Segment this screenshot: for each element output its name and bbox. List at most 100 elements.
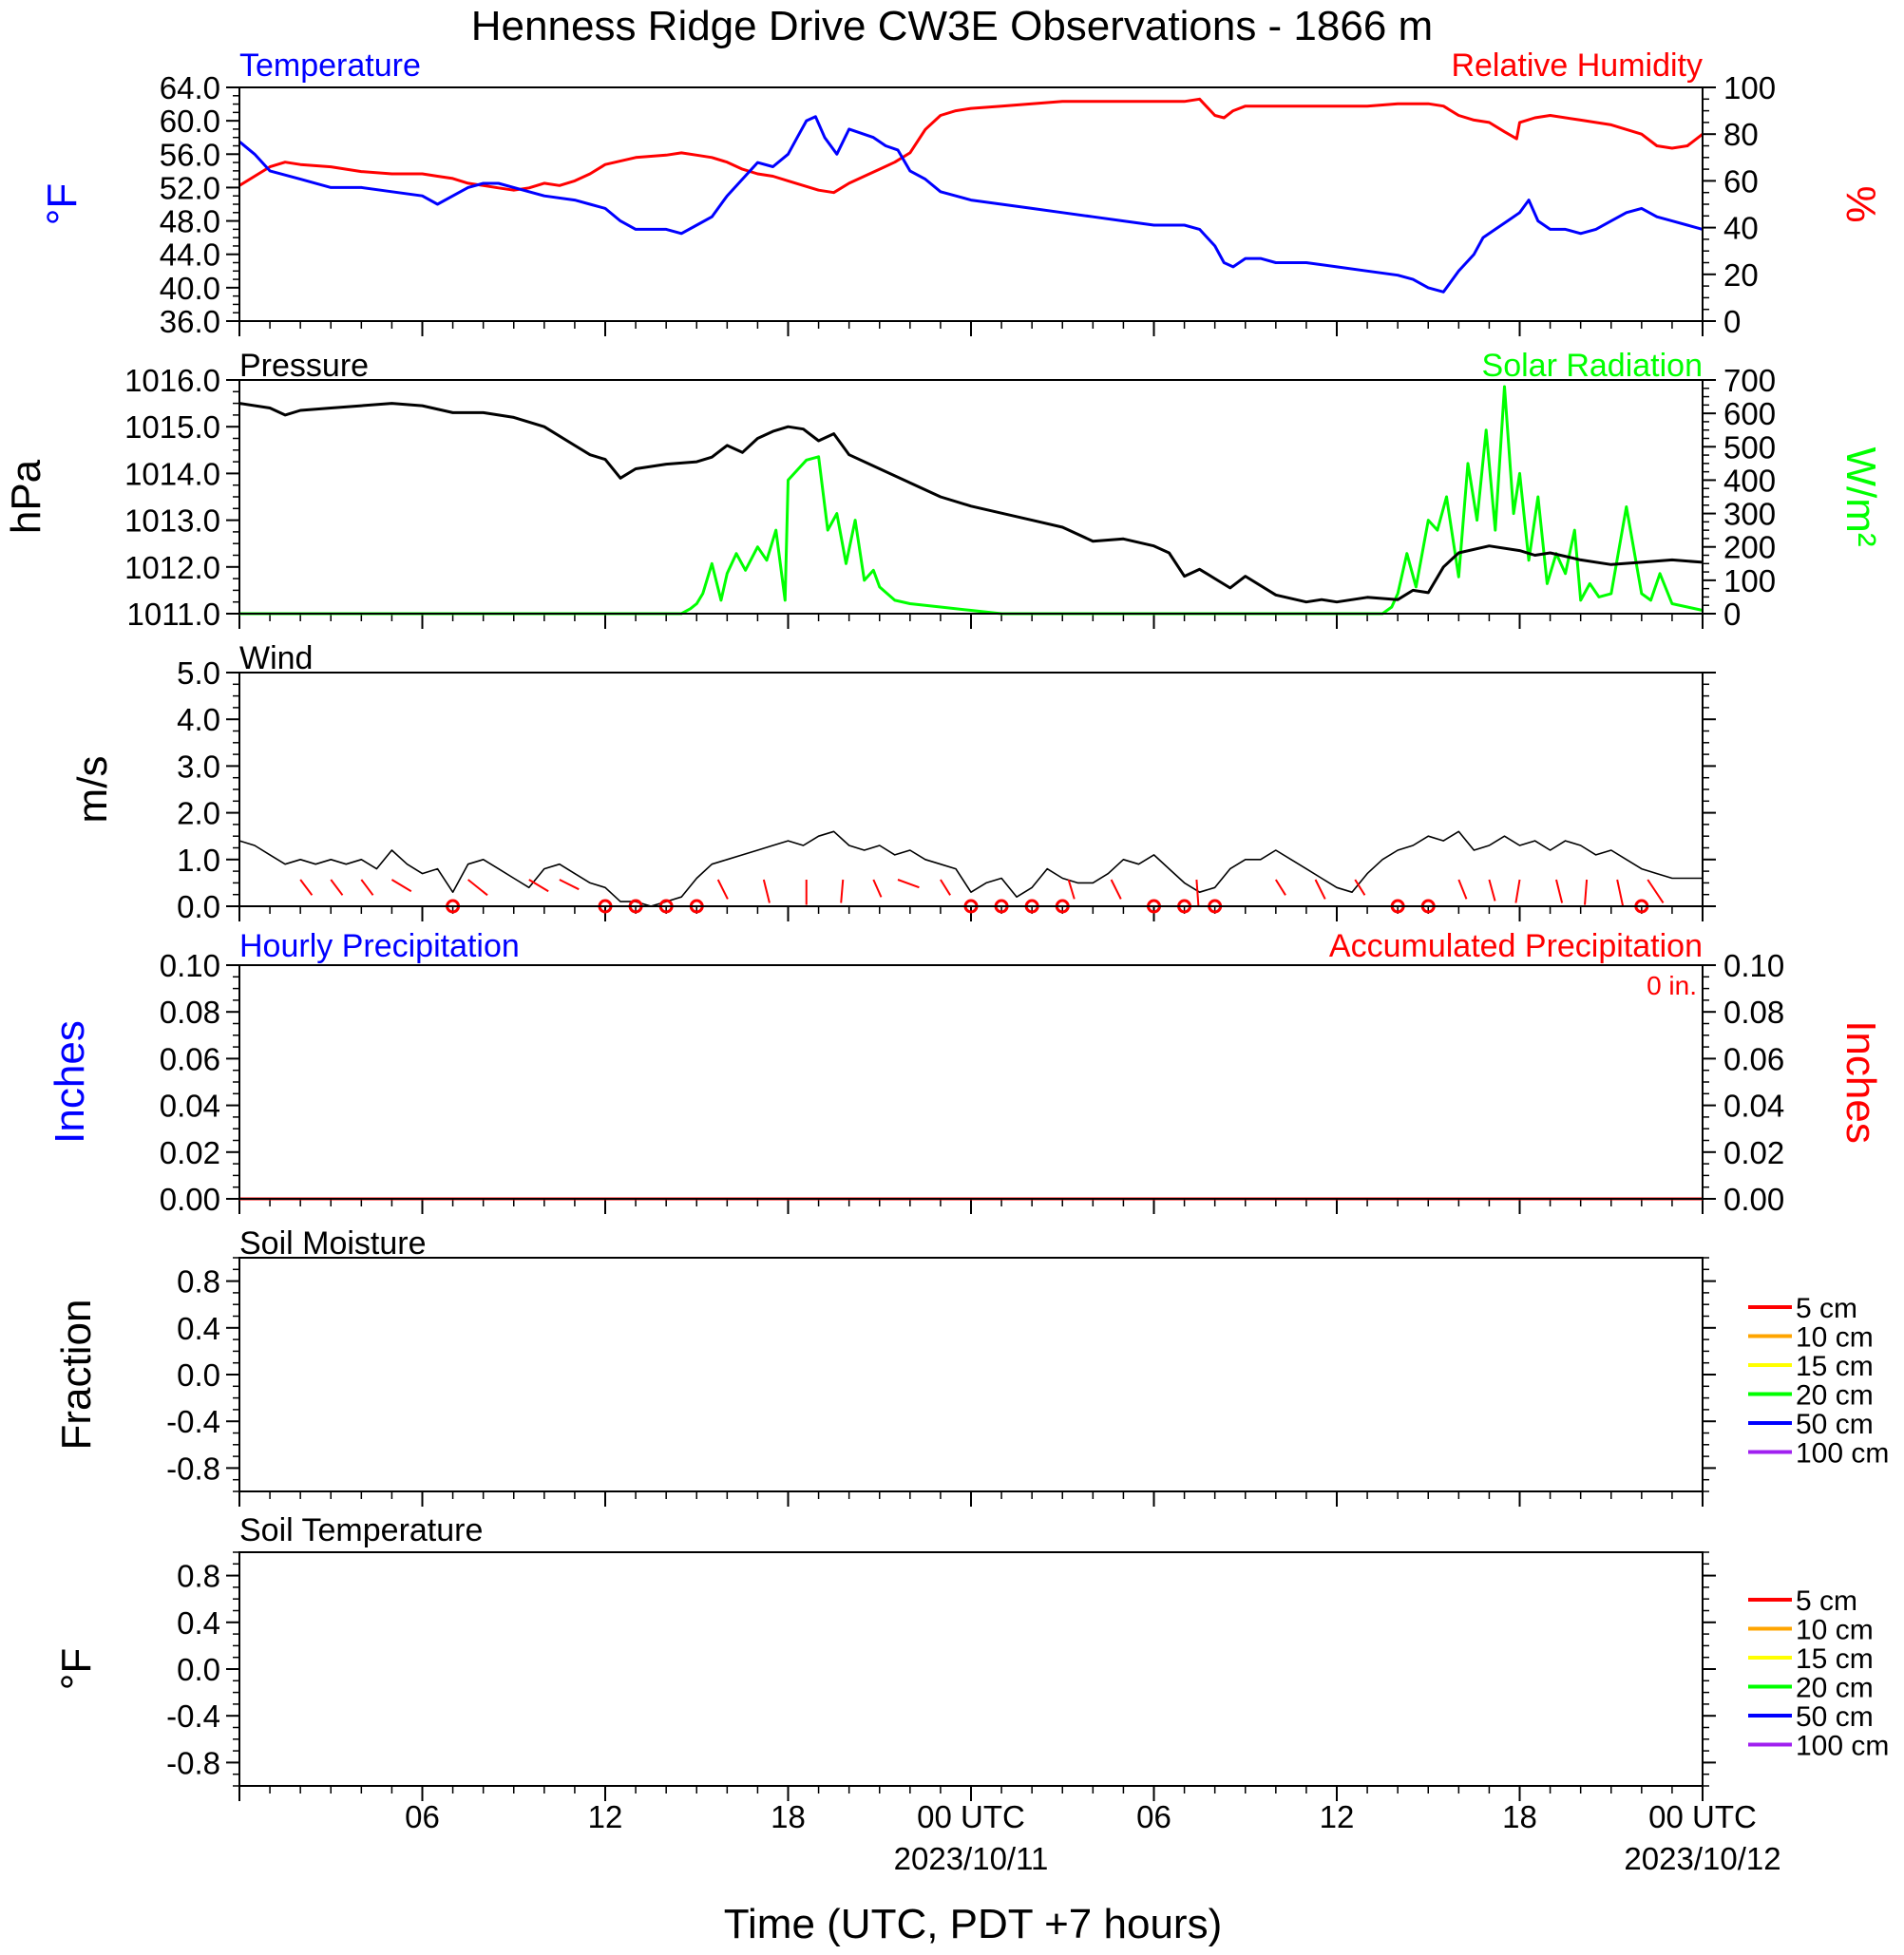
accum-precip-axis-label: Inches — [1837, 1020, 1884, 1144]
soil-moisture-axis-label: Fraction — [53, 1300, 100, 1451]
x-date-label: 2023/10/11 — [894, 1841, 1049, 1876]
y-tick-label: 44.0 — [160, 237, 220, 273]
soil-moisture-right-ticks — [1703, 1257, 1716, 1492]
y-right-tick-label: 200 — [1723, 530, 1776, 565]
wind-axis-label: m/s — [69, 756, 116, 824]
y-tick-label: 0.0 — [177, 1357, 220, 1393]
wind-barb — [1616, 879, 1625, 907]
y-tick-label: 0.4 — [177, 1311, 220, 1346]
accum-precip-ticks: 0.10 0.08 0.06 0.04 0.02 0.00 — [1703, 948, 1784, 1217]
wind-barb — [897, 879, 920, 889]
x-tick-label: 12 — [588, 1799, 623, 1834]
legend-label: 10 cm — [1796, 1322, 1874, 1354]
x-tick-label: 06 — [405, 1799, 440, 1834]
y-tick-label: 4.0 — [177, 702, 220, 737]
temperature-ticks: 64.060.056.052.048.044.040.036.0 — [160, 70, 239, 339]
temperature-axis-label: °F — [39, 183, 86, 225]
y-right-tick-label: 300 — [1723, 497, 1776, 532]
wind-barb — [1274, 879, 1286, 896]
wind-ticks: 5.0 4.0 3.0 2.0 1.0 0.0 — [177, 655, 239, 924]
time-ticks — [238, 614, 1704, 629]
y-right-tick-label: 20 — [1723, 257, 1759, 293]
y-tick-label: 1012.0 — [124, 550, 220, 585]
pressure-axis-label: hPa — [3, 459, 49, 534]
legend-label: 15 cm — [1796, 1351, 1874, 1382]
wind-barb — [1488, 879, 1496, 902]
y-tick-label: 0.4 — [177, 1605, 220, 1641]
y-tick-label: 2.0 — [177, 796, 220, 831]
y-tick-label: 0.08 — [160, 995, 220, 1030]
y-tick-label: 0.02 — [160, 1135, 220, 1170]
y-tick-label: 3.0 — [177, 749, 220, 784]
y-tick-label: 40.0 — [160, 271, 220, 306]
y-tick-label: -0.8 — [166, 1745, 220, 1780]
y-right-tick-label: 0.02 — [1723, 1135, 1784, 1170]
y-tick-label: 64.0 — [160, 70, 220, 105]
y-right-tick-label: 100 — [1723, 563, 1776, 598]
y-right-tick-label: 0.06 — [1723, 1041, 1784, 1076]
legend-label: 5 cm — [1796, 1293, 1857, 1324]
wind-barb — [872, 879, 883, 898]
time-ticks — [238, 1199, 1704, 1214]
panel-precipitation: Hourly Precipitation Accumulated Precipi… — [47, 928, 1884, 1217]
time-axis-title: Time (UTC, PDT +7 hours) — [724, 1901, 1222, 1947]
soil-temp-axis-label: °F — [53, 1648, 100, 1690]
y-tick-label: 1016.0 — [124, 363, 220, 398]
y-right-tick-label: 60 — [1723, 163, 1759, 199]
y-tick-label: 0.10 — [160, 948, 220, 983]
soil-moisture-ticks: 0.8 0.4 0.0 -0.4 -0.8 — [166, 1257, 239, 1492]
hourly-precip-title: Hourly Precipitation — [239, 928, 520, 964]
wind-barb — [1195, 879, 1200, 907]
solar-axis-label: W/m² — [1837, 446, 1884, 546]
wind-barb — [1647, 879, 1665, 904]
legend-label: 10 cm — [1796, 1615, 1874, 1646]
wind-barb — [528, 879, 549, 893]
panel-pressure-solar: Pressure Solar Radiation hPa W/m² 1016.0… — [3, 348, 1884, 632]
pressure-title: Pressure — [239, 348, 369, 384]
y-right-tick-label: 100 — [1723, 70, 1776, 105]
y-tick-label: -0.4 — [166, 1699, 220, 1734]
legend-label: 20 cm — [1796, 1380, 1874, 1412]
humidity-axis-label: % — [1837, 185, 1884, 222]
humidity-title: Relative Humidity — [1451, 47, 1703, 84]
y-tick-label: 5.0 — [177, 655, 220, 691]
legend-label: 100 cm — [1796, 1731, 1889, 1762]
wind-barb — [1314, 879, 1326, 900]
humidity-ticks: 100 80 60 40 20 0 — [1703, 70, 1776, 339]
solar-title: Solar Radiation — [1482, 348, 1703, 384]
accum-precip-total: 0 in. — [1647, 971, 1697, 1000]
x-date-label: 2023/10/12 — [1624, 1841, 1780, 1876]
soil-moisture-title: Soil Moisture — [239, 1225, 427, 1262]
wind-barb — [1067, 879, 1076, 900]
soil-temp-ticks: 0.8 0.4 0.0 -0.4 -0.8 — [166, 1551, 239, 1787]
soil-temp-title: Soil Temperature — [239, 1512, 483, 1548]
precip-ticks: 0.10 0.08 0.06 0.04 0.02 0.00 — [160, 948, 239, 1217]
y-tick-label: 0.0 — [177, 889, 220, 924]
wind-barb — [390, 879, 412, 893]
wind-barb — [360, 879, 374, 896]
pressure-line — [238, 402, 1704, 604]
wind-barb — [330, 879, 344, 896]
y-tick-label: 52.0 — [160, 170, 220, 205]
wind-barb — [1584, 879, 1589, 905]
wind-barb — [940, 879, 951, 896]
panel-soil-temperature: Soil Temperature °F 0.8 0.4 0.0 -0.4 -0.8 5 … — [53, 1512, 1889, 1801]
y-right-tick-label: 0.04 — [1723, 1089, 1784, 1124]
wind-barb — [1514, 879, 1521, 903]
y-tick-label: 0.8 — [177, 1264, 220, 1300]
figure-title: Henness Ridge Drive CW3E Observations - … — [471, 3, 1433, 49]
temperature-line — [238, 115, 1704, 294]
y-right-tick-label: 0 — [1723, 597, 1741, 632]
soil-temp-right-ticks — [1703, 1551, 1716, 1787]
legend-label: 100 cm — [1796, 1438, 1889, 1470]
y-right-tick-label: 500 — [1723, 429, 1776, 465]
pressure-plot-frame — [238, 379, 1704, 615]
y-tick-label: 0.04 — [160, 1089, 220, 1124]
y-right-tick-label: 0.10 — [1723, 948, 1784, 983]
solar-line — [239, 385, 1704, 616]
legend-label: 50 cm — [1796, 1701, 1874, 1733]
time-ticks — [238, 1786, 1704, 1801]
